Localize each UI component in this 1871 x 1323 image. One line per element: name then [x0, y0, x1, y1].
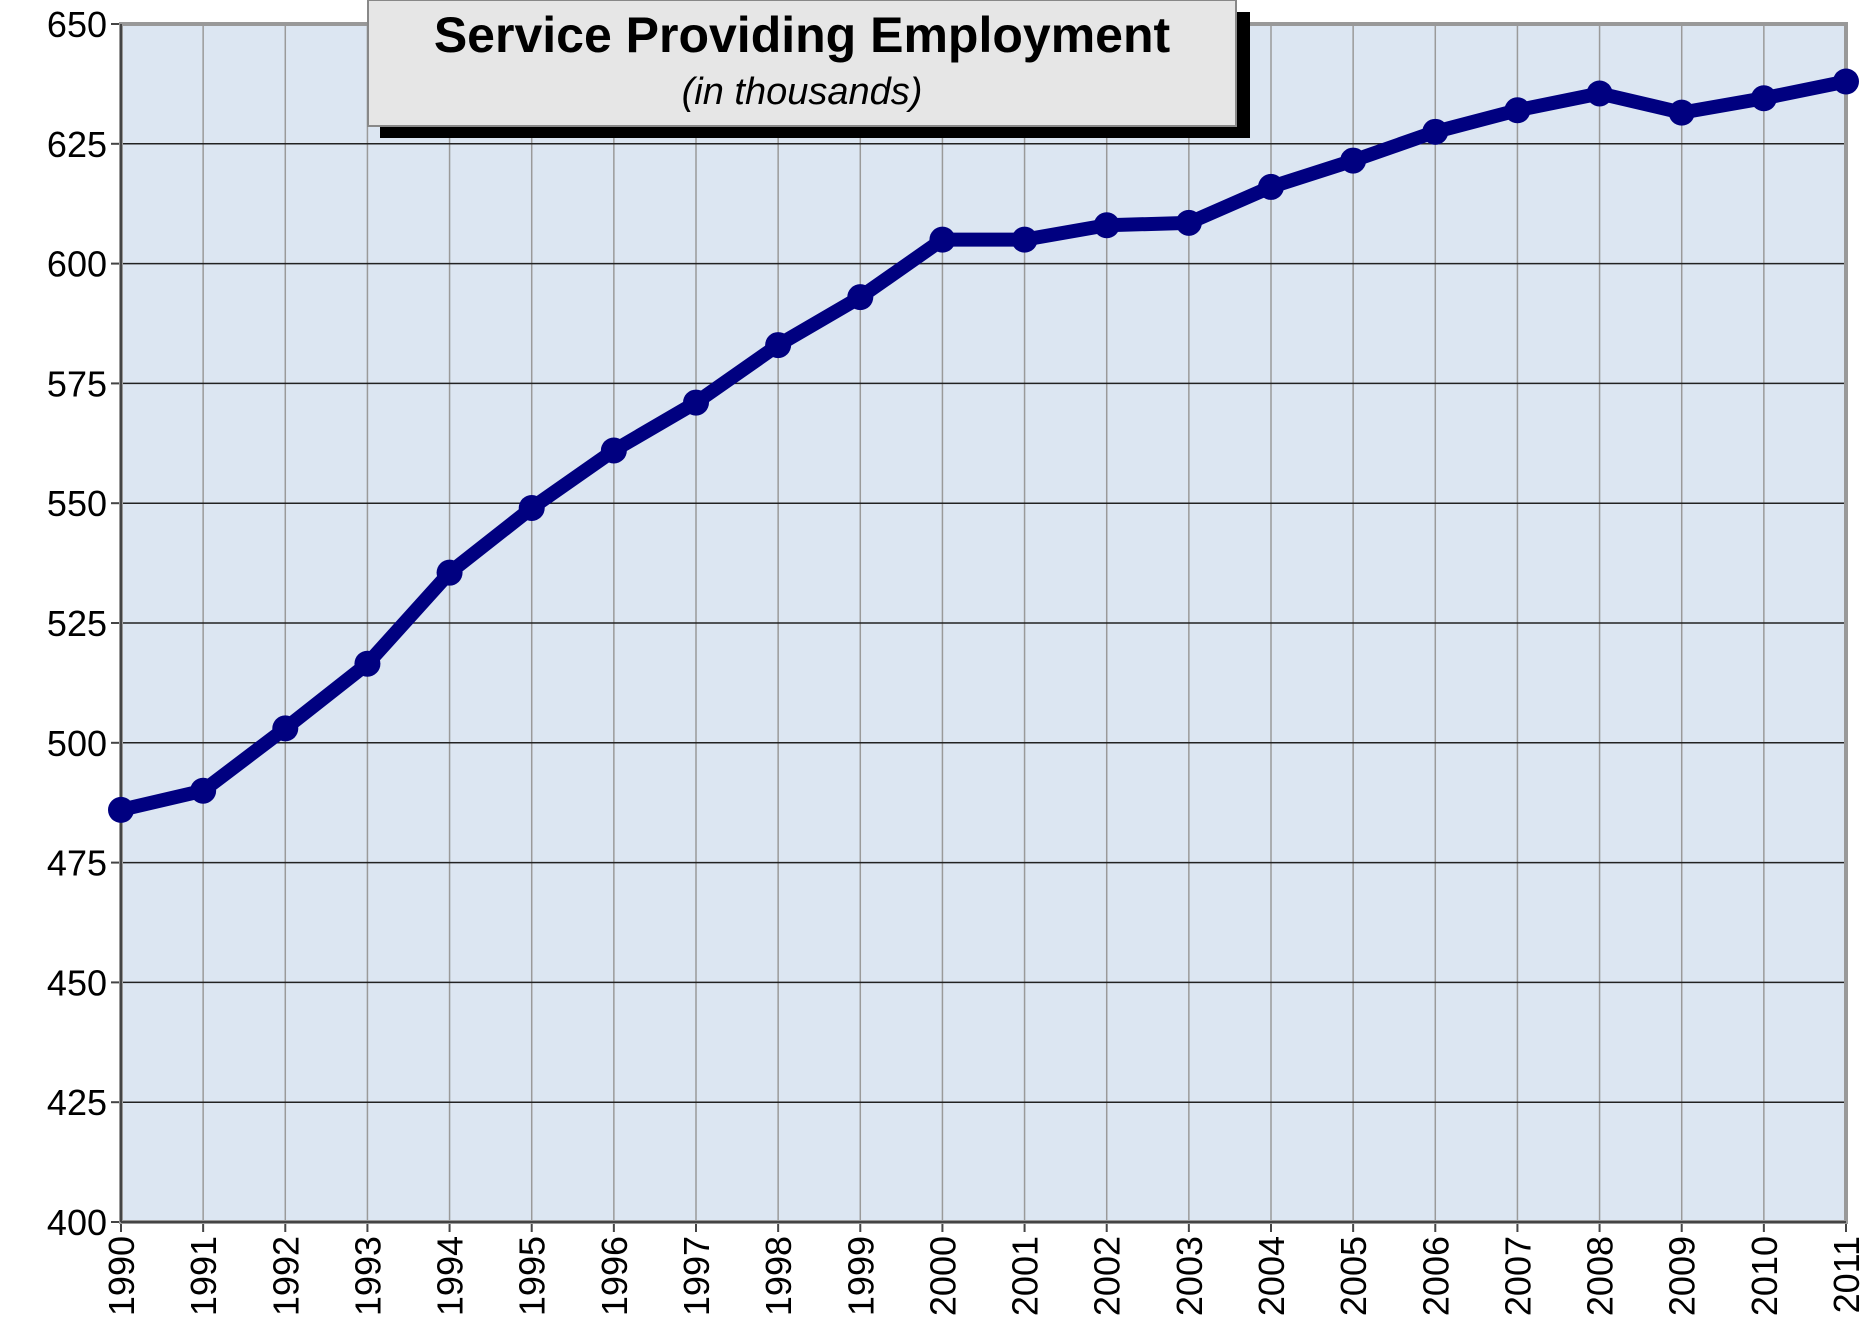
y-tick-label: 425	[47, 1082, 107, 1123]
data-point	[765, 332, 792, 359]
data-point	[108, 796, 134, 823]
y-tick-label: 450	[47, 962, 107, 1003]
x-tick-label: 2004	[1251, 1236, 1292, 1316]
y-tick-label: 625	[47, 124, 107, 165]
y-tick-label: 650	[47, 4, 107, 45]
chart-subtitle: (in thousands)	[682, 71, 923, 113]
data-point	[1093, 212, 1120, 239]
y-tick-label: 500	[47, 723, 107, 764]
x-tick-label: 2010	[1744, 1236, 1785, 1316]
y-tick-label: 400	[47, 1202, 107, 1243]
data-point	[436, 559, 463, 586]
y-tick-label: 600	[47, 244, 107, 285]
data-point	[1504, 97, 1531, 124]
x-tick-label: 1994	[430, 1236, 471, 1316]
x-tick-label: 1993	[347, 1236, 388, 1316]
x-tick-label: 2005	[1333, 1236, 1374, 1316]
data-point	[1586, 80, 1613, 107]
x-tick-label: 2000	[922, 1236, 963, 1316]
data-point	[1668, 99, 1695, 126]
data-point	[354, 650, 381, 677]
data-point	[1258, 173, 1284, 200]
x-tick-label: 1998	[758, 1236, 799, 1316]
x-tick-label: 1997	[676, 1236, 717, 1316]
title-background	[367, 0, 1237, 127]
data-point	[1011, 226, 1038, 253]
data-point	[1750, 85, 1777, 112]
grid-group: 1990 1991 1992 1993 1994 1995 1996 1997 1998 1999…	[47, 4, 1867, 1316]
line	[114, 74, 1853, 817]
data-point	[1422, 118, 1449, 145]
x-tick-label: 2003	[1169, 1236, 1210, 1316]
chart-title: Service Providing Employment	[434, 7, 1171, 63]
y-tick-label: 475	[47, 843, 107, 884]
data-point	[190, 777, 217, 804]
x-tick-label: 2009	[1662, 1236, 1703, 1316]
data-group	[108, 68, 1859, 823]
data-point	[847, 284, 874, 311]
title-box: Service Providing Employment (in thousan…	[367, 0, 1250, 138]
y-tick-label: 525	[47, 603, 107, 644]
x-tick-label: 2007	[1497, 1236, 1538, 1316]
y-tick-label: 575	[47, 363, 107, 404]
data-point	[600, 437, 627, 464]
data-point	[683, 389, 709, 416]
data-point	[929, 226, 956, 253]
data-point	[518, 494, 545, 521]
x-tick-label: 2001	[1005, 1236, 1046, 1316]
data-point	[1340, 147, 1367, 174]
x-tick-label: 2002	[1087, 1236, 1128, 1316]
x-tick-label: 1990	[101, 1236, 142, 1316]
x-tick-label: 2011	[1826, 1236, 1867, 1313]
data-point	[1175, 209, 1202, 236]
data-point	[272, 715, 299, 742]
data-point	[1833, 68, 1859, 95]
x-tick-label: 2008	[1580, 1236, 1621, 1316]
x-tick-label: 2006	[1415, 1236, 1456, 1316]
x-tick-label: 1996	[594, 1236, 635, 1316]
x-tick-label: 1992	[265, 1236, 306, 1316]
y-tick-label: 550	[47, 483, 107, 524]
x-tick-label: 1991	[183, 1236, 224, 1316]
x-tick-label: 1995	[512, 1236, 553, 1316]
x-tick-label: 1999	[840, 1236, 881, 1316]
